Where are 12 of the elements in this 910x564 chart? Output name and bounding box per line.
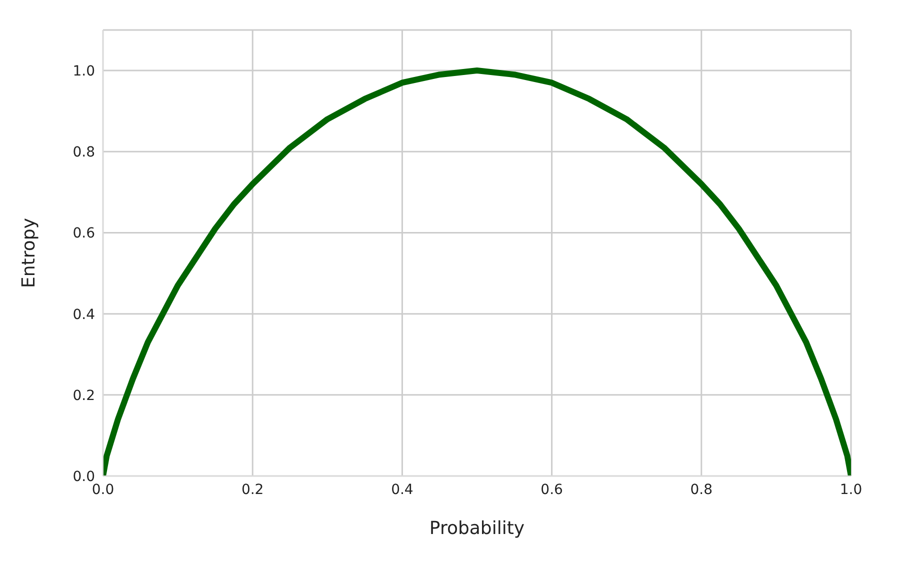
x-tick-label: 0.4 — [391, 482, 414, 498]
x-tick-label: 0.2 — [241, 482, 264, 498]
y-tick-label: 0.6 — [72, 226, 96, 242]
x-tick-label: 1.0 — [840, 482, 862, 498]
x-tick-label: 0.8 — [690, 482, 713, 498]
x-axis-title: Probability — [429, 518, 525, 539]
y-tick-label: 1.0 — [72, 64, 95, 80]
y-axis-title: Entropy — [18, 218, 40, 288]
x-tick-label: 0.6 — [540, 482, 564, 498]
y-tick-label: 0.8 — [72, 144, 95, 161]
y-tick-label: 0.4 — [72, 306, 96, 323]
y-tick-label: 0.2 — [72, 388, 95, 404]
